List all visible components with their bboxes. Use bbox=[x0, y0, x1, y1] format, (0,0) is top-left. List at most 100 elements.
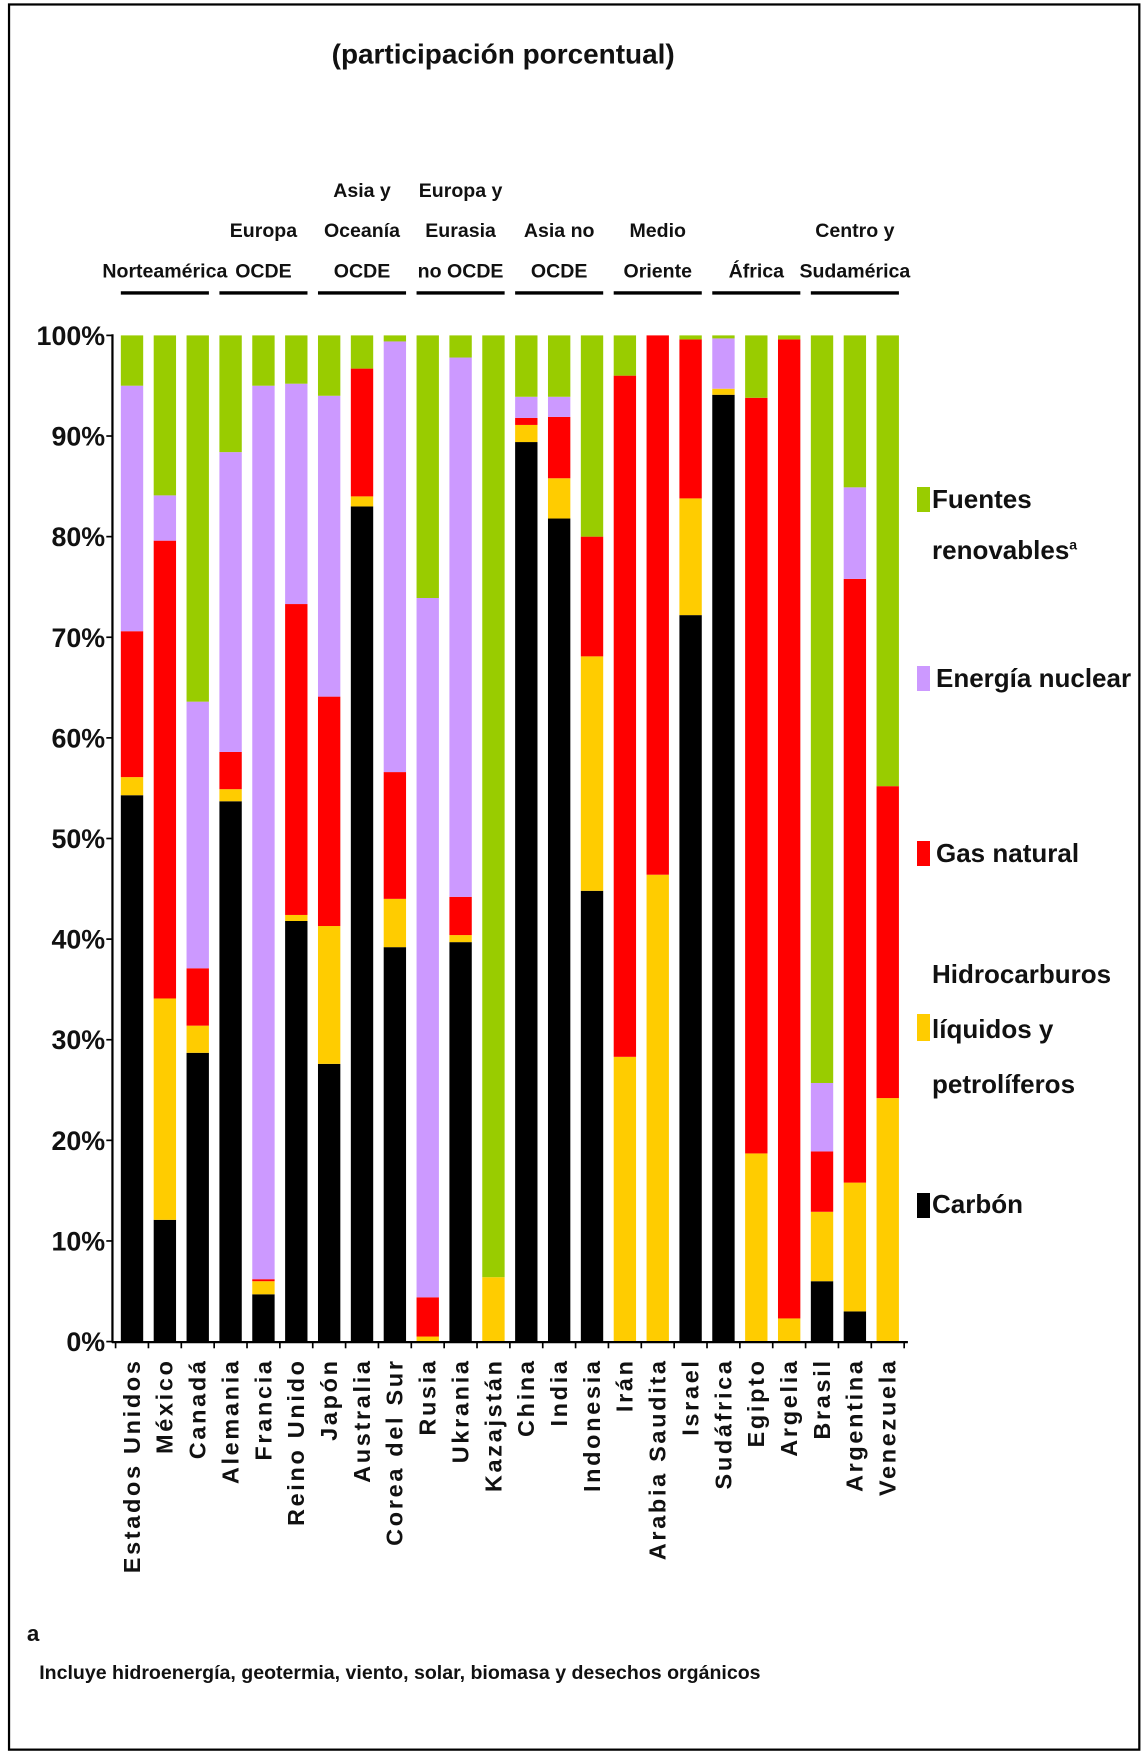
bar-reino-unido-hidrocarburos-liquidos-y-petroliferos bbox=[285, 914, 308, 921]
x-label-venezuela: Venezuela bbox=[875, 1358, 901, 1496]
bar-venezuela-fuentes-renovables bbox=[876, 335, 899, 787]
x-label-reino-unido: Reino Unido bbox=[283, 1358, 309, 1526]
bar-arabia-saudita-hidrocarburos-liquidos-y-petroliferos bbox=[646, 874, 669, 1342]
bar-china-hidrocarburos-liquidos-y-petroliferos bbox=[515, 424, 538, 443]
bar-argentina-gas-natural bbox=[843, 578, 867, 1183]
bar-japon-fuentes-renovables bbox=[317, 335, 341, 396]
bar-corea-del-sur-carbon bbox=[383, 947, 407, 1342]
bar-kazajstan-hidrocarburos-liquidos-y-petroliferos bbox=[482, 1277, 505, 1342]
bar-israel-hidrocarburos-liquidos-y-petroliferos bbox=[679, 498, 702, 616]
bar-alemania-carbon bbox=[219, 801, 242, 1342]
bar-israel-carbon bbox=[679, 615, 702, 1342]
bar-rusia-fuentes-renovables bbox=[416, 335, 439, 599]
bar-china-energia-nuclear bbox=[515, 396, 538, 418]
bar-mexico-energia-nuclear bbox=[153, 495, 177, 541]
bar-australia-gas-natural bbox=[350, 368, 374, 497]
bar-kazajstan-fuentes-renovables bbox=[482, 335, 505, 1278]
legend-swatch-nuclear bbox=[917, 666, 930, 691]
bar-japon-energia-nuclear bbox=[317, 395, 341, 697]
bar-ukrania-carbon bbox=[449, 942, 472, 1342]
x-label-argelia: Argelia bbox=[776, 1358, 802, 1456]
x-label-rusia: Rusia bbox=[415, 1358, 441, 1435]
legend-swatch-gas bbox=[917, 841, 930, 866]
y-tick-label: 10% bbox=[51, 1226, 105, 1256]
bar-francia-fuentes-renovables bbox=[252, 335, 275, 386]
bar-sudafrica-energia-nuclear bbox=[712, 338, 735, 389]
bar-reino-unido-gas-natural bbox=[285, 604, 308, 915]
group-label-line: Europa bbox=[230, 220, 297, 242]
x-label-estados-unidos: Estados Unidos bbox=[119, 1358, 145, 1573]
x-label-israel: Israel bbox=[677, 1358, 703, 1435]
x-label-australia: Australia bbox=[349, 1358, 375, 1483]
bar-reino-unido-energia-nuclear bbox=[285, 383, 308, 605]
bar-rusia-energia-nuclear bbox=[416, 598, 439, 1298]
bar-indonesia-hidrocarburos-liquidos-y-petroliferos bbox=[580, 656, 604, 891]
bar-corea-del-sur-fuentes-renovables bbox=[383, 335, 407, 342]
y-tick-label: 60% bbox=[51, 723, 105, 753]
bar-alemania-gas-natural bbox=[219, 751, 242, 790]
legend-label-renewables: Fuentes renovablesa bbox=[932, 474, 1128, 576]
group-label-line: Oriente bbox=[624, 260, 693, 282]
bar-estados-unidos-fuentes-renovables bbox=[120, 335, 144, 386]
bar-mexico-carbon bbox=[153, 1219, 177, 1342]
bar-corea-del-sur-gas-natural bbox=[383, 772, 407, 899]
bar-egipto-gas-natural bbox=[745, 397, 768, 1154]
bar-israel-fuentes-renovables bbox=[679, 335, 702, 340]
group-label-line: Asia no bbox=[524, 220, 595, 242]
bar-indonesia-carbon bbox=[580, 890, 604, 1342]
x-label-brasil: Brasil bbox=[809, 1358, 835, 1439]
bar-india-hidrocarburos-liquidos-y-petroliferos bbox=[547, 478, 571, 519]
group-label-line: OCDE bbox=[334, 260, 390, 282]
x-label-japon: Japón bbox=[316, 1358, 342, 1441]
y-tick-label: 100% bbox=[37, 321, 106, 351]
bar-reino-unido-fuentes-renovables bbox=[285, 335, 308, 384]
bar-francia-hidrocarburos-liquidos-y-petroliferos bbox=[252, 1281, 275, 1295]
legend-text: Fuentes renovables bbox=[932, 484, 1070, 565]
bar-arabia-saudita-gas-natural bbox=[646, 335, 669, 875]
legend-label-gas: Gas natural bbox=[936, 838, 1080, 868]
x-axis-labels: Estados Unidos México Canadá Alemania Franci… bbox=[119, 1358, 901, 1573]
x-label-mexico: México bbox=[152, 1358, 178, 1454]
x-label-arabia-saudita: Arabia Saudita bbox=[645, 1358, 671, 1560]
legend-label-liquids: Hidrocarburos líquidos y petrolíferos bbox=[932, 959, 1112, 1099]
bar-francia-gas-natural bbox=[252, 1279, 275, 1282]
bar-brasil-gas-natural bbox=[810, 1151, 834, 1212]
bar-argentina-hidrocarburos-liquidos-y-petroliferos bbox=[843, 1182, 867, 1312]
x-label-indonesia: Indonesia bbox=[579, 1358, 605, 1492]
x-label-alemania: Alemania bbox=[217, 1358, 243, 1484]
x-label-iran: Irán bbox=[612, 1358, 638, 1412]
group-label-line: OCDE bbox=[531, 260, 587, 282]
bar-india-gas-natural bbox=[547, 416, 571, 479]
bar-venezuela-gas-natural bbox=[876, 786, 899, 1099]
bar-argelia-gas-natural bbox=[777, 339, 801, 1319]
bar-alemania-hidrocarburos-liquidos-y-petroliferos bbox=[219, 789, 242, 802]
bar-francia-carbon bbox=[252, 1294, 275, 1342]
bar-alemania-fuentes-renovables bbox=[219, 335, 242, 453]
y-axis-labels: 0% 10% 20% 30% 40% 50% 60% 70% 80% 90% 100% bbox=[37, 321, 106, 1357]
bar-estados-unidos-hidrocarburos-liquidos-y-petroliferos bbox=[120, 777, 144, 796]
y-tick-label: 0% bbox=[66, 1327, 105, 1357]
x-label-argentina: Argentina bbox=[842, 1358, 868, 1492]
y-tick-label: 50% bbox=[51, 824, 105, 854]
group-label-line: Oceanía bbox=[324, 220, 400, 242]
bar-argentina-energia-nuclear bbox=[843, 487, 867, 579]
x-label-canada: Canadá bbox=[185, 1358, 211, 1459]
bar-argelia-fuentes-renovables bbox=[777, 335, 801, 340]
bar-egipto-hidrocarburos-liquidos-y-petroliferos bbox=[745, 1153, 768, 1342]
y-tick-label: 40% bbox=[51, 925, 105, 955]
group-label-line: Eurasia bbox=[425, 220, 496, 242]
x-label-corea-del-sur: Corea del Sur bbox=[382, 1358, 408, 1545]
x-label-ukrania: Ukrania bbox=[447, 1358, 473, 1463]
bar-australia-carbon bbox=[350, 506, 374, 1342]
legend-label-coal: Carbón bbox=[932, 1189, 1023, 1219]
bar-australia-hidrocarburos-liquidos-y-petroliferos bbox=[350, 496, 374, 507]
bar-brasil-carbon bbox=[810, 1281, 834, 1342]
bar-estados-unidos-energia-nuclear bbox=[120, 385, 144, 632]
legend-note-marker: a bbox=[1069, 536, 1078, 553]
bar-china-carbon bbox=[515, 442, 538, 1342]
bars-layer bbox=[120, 335, 899, 1342]
bar-japon-hidrocarburos-liquidos-y-petroliferos bbox=[317, 926, 341, 1064]
bar-sudafrica-carbon bbox=[712, 394, 735, 1342]
